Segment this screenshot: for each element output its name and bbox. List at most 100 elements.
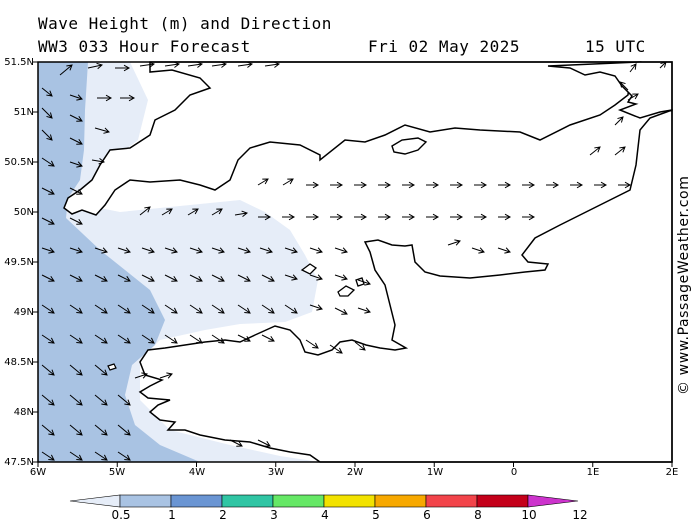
lat-label: 48.5N xyxy=(4,357,34,368)
wave-arrow xyxy=(94,451,108,461)
wave-arrow xyxy=(115,64,131,72)
wave-arrow xyxy=(334,247,348,254)
lon-label: 0 xyxy=(510,467,518,478)
wave-arrow xyxy=(69,364,83,376)
wave-arrow xyxy=(357,279,371,286)
wave-arrow xyxy=(211,274,225,282)
wave-arrow xyxy=(498,213,512,221)
wave-arrow xyxy=(41,129,53,141)
colorbar-label: 6 xyxy=(423,508,431,522)
wave-arrow xyxy=(447,239,461,246)
wave-arrow xyxy=(69,424,83,436)
lon-label: 3W xyxy=(267,467,285,478)
wave-arrow xyxy=(69,161,83,168)
wave-arrow xyxy=(97,94,113,102)
channel-island-2 xyxy=(337,285,356,297)
wave-arrow xyxy=(94,304,108,314)
wave-arrow xyxy=(354,213,368,221)
wave-arrow xyxy=(164,334,178,344)
wave-arrow xyxy=(117,451,131,461)
wave-arrow xyxy=(546,181,560,189)
wave-arrow xyxy=(329,344,343,354)
colorbar-swatch xyxy=(374,494,427,508)
wave-arrow xyxy=(619,81,629,91)
wave-arrow xyxy=(257,178,269,186)
brand-watermark: © www.PassageWeather.com xyxy=(676,175,692,395)
wave-arrow xyxy=(41,247,55,254)
colorbar-swatch xyxy=(425,494,478,508)
wave-arrow xyxy=(141,334,155,344)
ushant-island xyxy=(107,363,117,371)
lon-label: 2W xyxy=(346,467,364,478)
wave-arrow xyxy=(237,304,251,314)
wave-arrow xyxy=(164,304,178,314)
england-land xyxy=(63,61,642,216)
colorbar-label: 8 xyxy=(474,508,482,522)
wave-arrow xyxy=(284,274,298,281)
wave-arrow xyxy=(141,274,155,282)
colorbar-label: 2 xyxy=(219,508,227,522)
wave-arrow xyxy=(94,364,108,376)
colorbar xyxy=(69,494,579,508)
wave-arrow xyxy=(41,334,55,344)
wave-arrow xyxy=(139,206,151,216)
wave-arrow xyxy=(94,334,108,344)
wave-arrow xyxy=(189,304,203,314)
wave-arrow xyxy=(164,247,178,254)
lon-label: 5W xyxy=(108,467,126,478)
wave-arrow xyxy=(187,208,199,216)
wave-arrow xyxy=(629,63,637,73)
wave-arrow xyxy=(357,307,371,314)
wave-arrow xyxy=(117,394,131,406)
wave-arrow xyxy=(330,181,344,189)
wave-arrow xyxy=(41,187,55,195)
wave-arrow xyxy=(589,146,601,156)
wave-arrow xyxy=(498,181,512,189)
wave-arrow xyxy=(354,181,368,189)
wave-arrow xyxy=(41,274,55,282)
wave-arrow xyxy=(378,181,392,189)
wave-arrow xyxy=(120,94,136,102)
wave-arrow xyxy=(69,394,83,406)
wave-arrow xyxy=(141,304,155,314)
wave-arrow xyxy=(164,274,178,282)
wave-arrow xyxy=(426,213,440,221)
wave-arrow xyxy=(570,181,584,189)
wave-arrow xyxy=(309,304,323,311)
wave-arrow xyxy=(94,394,108,406)
wave-arrow xyxy=(258,213,272,221)
wave-arrow xyxy=(471,247,485,254)
wave-arrow xyxy=(402,213,416,221)
wave-arrow xyxy=(237,274,251,282)
wave-arrow xyxy=(305,339,319,349)
lat-label: 51.5N xyxy=(4,57,34,68)
wave-arrow xyxy=(237,247,251,254)
wave-arrow xyxy=(309,274,323,281)
wave-arrow xyxy=(402,181,416,189)
wave-arrow xyxy=(161,208,173,216)
lat-label: 47.5N xyxy=(4,457,34,468)
wave-arrow xyxy=(614,116,624,126)
lon-label: 6W xyxy=(29,467,47,478)
colorbar-swatch xyxy=(272,494,325,508)
lon-label: 2E xyxy=(665,467,679,478)
wave-arrow xyxy=(306,213,320,221)
wave-arrow xyxy=(282,178,294,186)
wave-arrow xyxy=(117,304,131,314)
wave-arrow xyxy=(334,307,348,315)
wave-arrow xyxy=(41,451,55,461)
colorbar-swatch xyxy=(170,494,223,508)
colorbar-label: 0.5 xyxy=(111,508,131,522)
wave-arrow xyxy=(41,157,55,167)
wave-arrow xyxy=(94,247,108,254)
wave-arrow xyxy=(497,247,511,254)
wave-arrow xyxy=(522,181,536,189)
wave-arrow xyxy=(41,107,53,119)
colorbar-label: 10 xyxy=(521,508,537,522)
chart-title: Wave Height (m) and Direction xyxy=(38,14,332,33)
lon-label: 4W xyxy=(188,467,206,478)
wave-arrow xyxy=(41,364,55,376)
wave-arrow xyxy=(474,181,488,189)
france-land xyxy=(138,108,673,463)
